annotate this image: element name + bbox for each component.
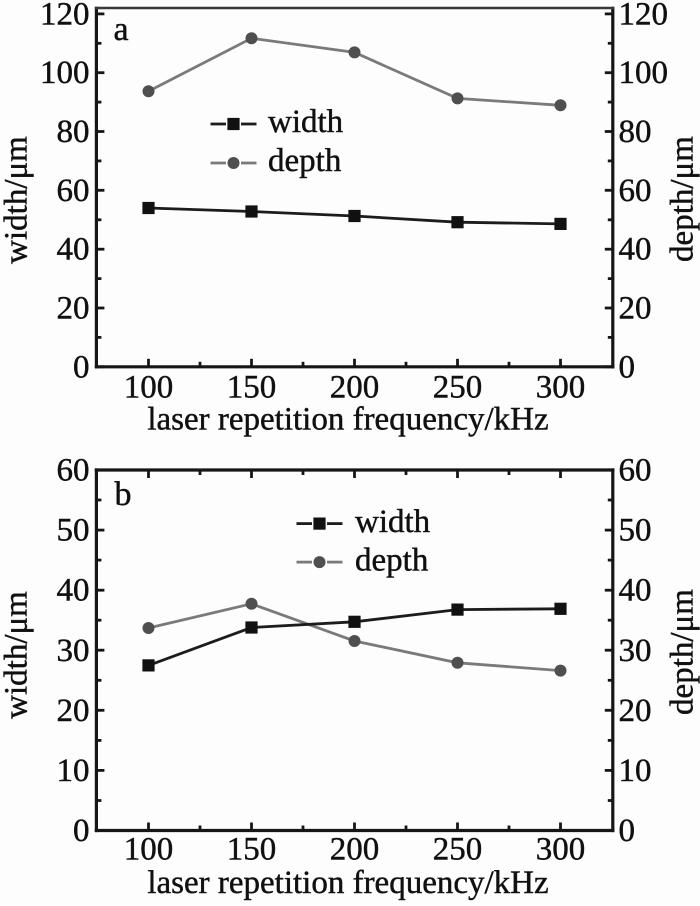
svg-text:depth/μm: depth/μm bbox=[664, 589, 700, 715]
svg-text:depth/μm: depth/μm bbox=[664, 136, 700, 262]
svg-text:80: 80 bbox=[57, 114, 90, 150]
svg-text:120: 120 bbox=[619, 0, 669, 32]
svg-text:20: 20 bbox=[619, 693, 652, 729]
svg-text:60: 60 bbox=[619, 173, 652, 209]
svg-text:40: 40 bbox=[619, 232, 652, 268]
svg-text:20: 20 bbox=[57, 291, 90, 327]
svg-text:laser repetition frequency/kHz: laser repetition frequency/kHz bbox=[147, 865, 548, 901]
svg-text:30: 30 bbox=[619, 633, 652, 669]
svg-text:40: 40 bbox=[57, 232, 90, 268]
svg-text:120: 120 bbox=[40, 0, 90, 32]
svg-text:width/μm: width/μm bbox=[0, 591, 35, 719]
svg-text:10: 10 bbox=[57, 753, 90, 789]
svg-text:100: 100 bbox=[40, 55, 90, 91]
svg-text:300: 300 bbox=[536, 832, 586, 868]
svg-text:40: 40 bbox=[57, 573, 90, 609]
svg-text:250: 250 bbox=[433, 832, 483, 868]
svg-text:a: a bbox=[114, 11, 129, 48]
svg-text:b: b bbox=[115, 476, 132, 513]
svg-text:50: 50 bbox=[619, 513, 652, 549]
svg-text:0: 0 bbox=[73, 349, 90, 385]
svg-text:150: 150 bbox=[227, 832, 277, 868]
svg-text:20: 20 bbox=[57, 693, 90, 729]
svg-text:50: 50 bbox=[57, 513, 90, 549]
svg-text:40: 40 bbox=[619, 573, 652, 609]
svg-text:0: 0 bbox=[619, 349, 636, 385]
svg-text:0: 0 bbox=[619, 813, 636, 849]
svg-text:width: width bbox=[355, 504, 431, 540]
svg-text:150: 150 bbox=[227, 370, 277, 406]
svg-text:100: 100 bbox=[124, 370, 174, 406]
svg-text:300: 300 bbox=[536, 370, 586, 406]
svg-text:laser repetition frequency/kHz: laser repetition frequency/kHz bbox=[147, 401, 548, 437]
svg-text:100: 100 bbox=[124, 832, 174, 868]
svg-text:60: 60 bbox=[57, 173, 90, 209]
svg-text:10: 10 bbox=[619, 753, 652, 789]
svg-text:20: 20 bbox=[619, 291, 652, 327]
svg-text:60: 60 bbox=[619, 453, 652, 489]
svg-text:100: 100 bbox=[619, 55, 669, 91]
svg-text:depth: depth bbox=[268, 143, 342, 179]
svg-text:60: 60 bbox=[57, 453, 90, 489]
svg-text:depth: depth bbox=[355, 542, 429, 578]
svg-text:0: 0 bbox=[73, 813, 90, 849]
svg-text:30: 30 bbox=[57, 633, 90, 669]
svg-text:250: 250 bbox=[433, 370, 483, 406]
svg-text:200: 200 bbox=[330, 832, 380, 868]
svg-text:200: 200 bbox=[330, 370, 380, 406]
svg-text:width/μm: width/μm bbox=[0, 136, 35, 264]
svg-text:width: width bbox=[268, 104, 344, 140]
svg-text:80: 80 bbox=[619, 114, 652, 150]
